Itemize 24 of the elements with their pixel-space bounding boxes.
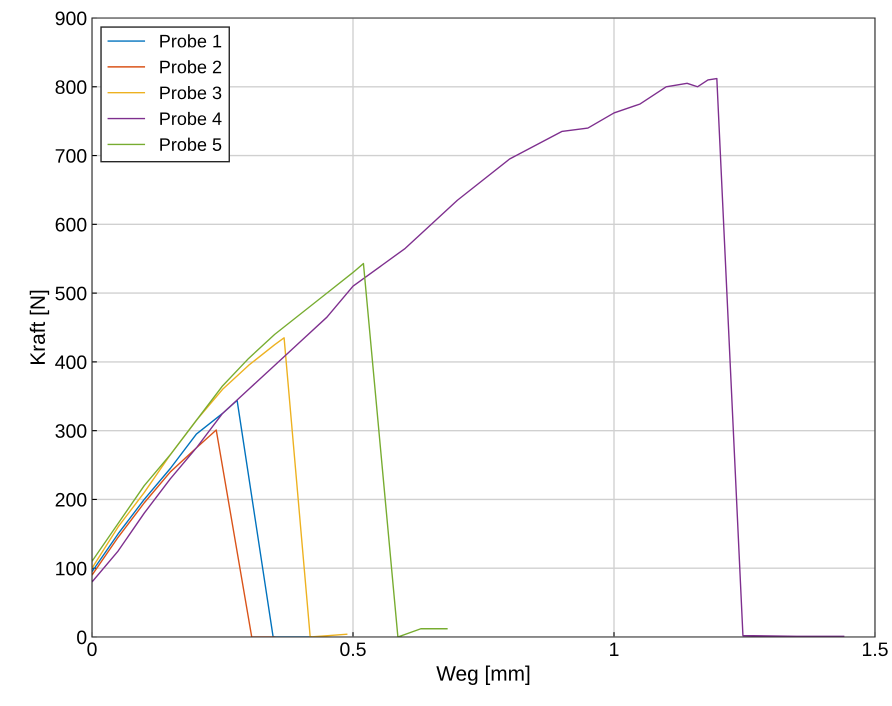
y-tick-label: 700 — [56, 149, 86, 163]
legend-label: Probe 2 — [160, 60, 222, 74]
y-tick-label: 200 — [56, 492, 86, 507]
y-tick-label: 400 — [55, 355, 86, 370]
y-tick-label: 500 — [55, 286, 86, 300]
x-tick-label: 0.5 — [340, 642, 366, 656]
legend-label: Probe 4 — [160, 112, 222, 126]
y-tick-label: 0 — [77, 630, 86, 644]
line-series — [92, 337, 348, 637]
x-tick-label: 1.5 — [862, 642, 888, 656]
y-tick-label: 800 — [56, 80, 86, 94]
legend-label: Probe 1 — [160, 34, 222, 48]
line-series — [92, 262, 448, 637]
x-tick-label: 1 — [610, 642, 618, 656]
line-series — [92, 78, 844, 637]
legend-label: Probe 5 — [160, 138, 222, 151]
y-tick-label: 100 — [56, 562, 86, 576]
x-tick-label: 0 — [87, 642, 97, 656]
y-tick-label: 600 — [56, 218, 86, 232]
legend-label: Probe 3 — [160, 86, 222, 100]
y-tick-label: 300 — [55, 424, 86, 438]
y-axis-title: Kraft [N] — [30, 290, 50, 364]
y-tick-label: 900 — [56, 11, 86, 26]
x-axis-title: Weg [mm] — [436, 666, 530, 685]
